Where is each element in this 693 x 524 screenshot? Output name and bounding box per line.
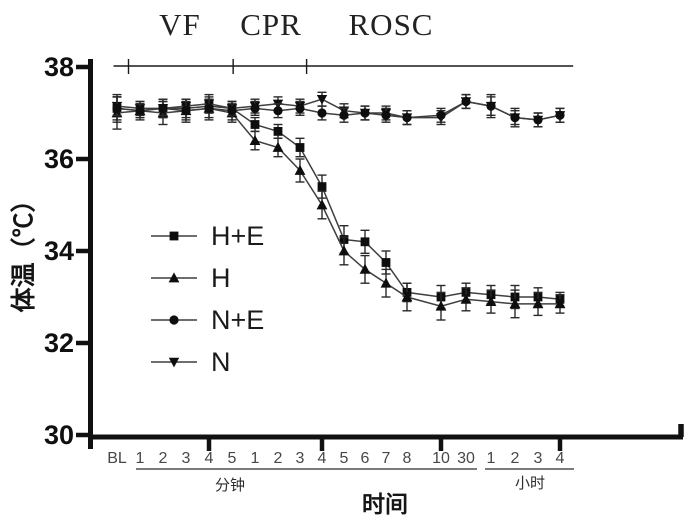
data-point-N+E — [339, 110, 349, 120]
y-tick-label: 34 — [44, 236, 74, 266]
x-tick-label: 5 — [228, 450, 237, 467]
data-point-H — [509, 298, 521, 309]
data-point-N+E — [112, 103, 122, 113]
data-point-H — [401, 291, 413, 302]
data-point-H — [380, 277, 392, 288]
data-point-N+E — [204, 103, 214, 113]
data-point-N+E — [360, 108, 370, 118]
y-axis-title: 体温（℃） — [10, 187, 38, 313]
data-point-N+E — [533, 115, 543, 125]
data-point-N+E — [461, 96, 471, 107]
y-tick-label: 30 — [44, 420, 74, 450]
x-tick-label: 1 — [251, 450, 260, 467]
data-point-H — [532, 298, 544, 309]
x-tick-label: 8 — [403, 450, 412, 467]
x-axis-title: 时间 — [362, 491, 408, 517]
legend-label-h-plus-e: H+E — [211, 221, 265, 251]
phase-label-rosc: ROSC — [348, 7, 434, 42]
y-tick-label: 38 — [44, 52, 74, 82]
data-point-N+E — [317, 108, 327, 118]
data-point-H+E — [273, 127, 283, 136]
data-point-N+E — [181, 106, 191, 116]
data-point-H+E — [360, 237, 370, 247]
data-point-H+E — [250, 120, 260, 129]
x-tick-label: 6 — [361, 450, 370, 467]
data-point-N+E — [158, 103, 168, 113]
data-point-N+E — [273, 106, 283, 116]
y-tick-label: 36 — [44, 144, 74, 174]
legend-label-n: N — [211, 347, 231, 377]
legend-label-n-plus-e: N+E — [211, 305, 265, 335]
legend-marker-H+E — [169, 231, 179, 241]
data-point-H — [338, 245, 350, 256]
data-point-H — [294, 164, 306, 175]
x-group-label-hours: 小时 — [514, 475, 545, 492]
data-point-H — [435, 300, 447, 311]
x-tick-label: 3 — [534, 450, 543, 467]
x-tick-label: 30 — [457, 450, 475, 467]
data-point-N+E — [436, 110, 446, 120]
legend-marker-N+E — [169, 315, 179, 325]
x-tick-label: 2 — [159, 450, 168, 467]
data-point-H — [485, 296, 497, 306]
data-point-N+E — [295, 103, 305, 113]
data-point-H+E — [317, 182, 327, 191]
x-tick-label: BL — [107, 450, 127, 467]
data-point-N — [316, 95, 328, 105]
data-point-H — [359, 263, 371, 274]
data-point-N+E — [510, 113, 520, 123]
data-point-N+E — [486, 101, 496, 111]
series-line-H — [116, 107, 560, 307]
x-tick-label: 2 — [511, 450, 520, 467]
phase-label-vf: VF — [159, 7, 201, 42]
data-point-H+E — [381, 258, 391, 267]
series-line-H+E — [116, 105, 561, 301]
data-point-N+E — [227, 106, 237, 116]
x-tick-label: 1 — [136, 450, 145, 467]
data-point-H — [316, 199, 328, 210]
x-tick-label: 7 — [382, 450, 391, 467]
x-tick-label: 4 — [205, 450, 214, 467]
data-point-H — [272, 141, 284, 152]
data-point-N+E — [402, 113, 412, 123]
data-point-H — [249, 135, 261, 145]
legend-label-h: H — [211, 263, 231, 293]
data-point-H+E — [295, 143, 305, 152]
y-tick-label: 32 — [44, 328, 74, 358]
x-tick-label: 3 — [182, 450, 191, 467]
x-tick-label: 2 — [274, 450, 283, 467]
x-tick-label: 1 — [487, 450, 496, 467]
x-tick-label: 5 — [340, 450, 349, 467]
phase-label-cpr: CPR — [240, 7, 302, 42]
data-point-N+E — [250, 103, 260, 113]
legend-marker-H — [168, 272, 180, 283]
data-point-N+E — [135, 106, 145, 116]
x-group-label-minutes: 分钟 — [214, 477, 245, 494]
x-tick-label: 10 — [432, 450, 450, 467]
data-point-H — [554, 298, 566, 309]
data-point-N+E — [555, 110, 565, 120]
x-tick-label: 4 — [318, 450, 327, 467]
data-point-H — [460, 293, 472, 304]
data-point-N+E — [381, 110, 391, 120]
x-tick-label: 3 — [296, 450, 305, 467]
legend-marker-N — [168, 357, 180, 368]
x-tick-label: 4 — [556, 450, 565, 467]
